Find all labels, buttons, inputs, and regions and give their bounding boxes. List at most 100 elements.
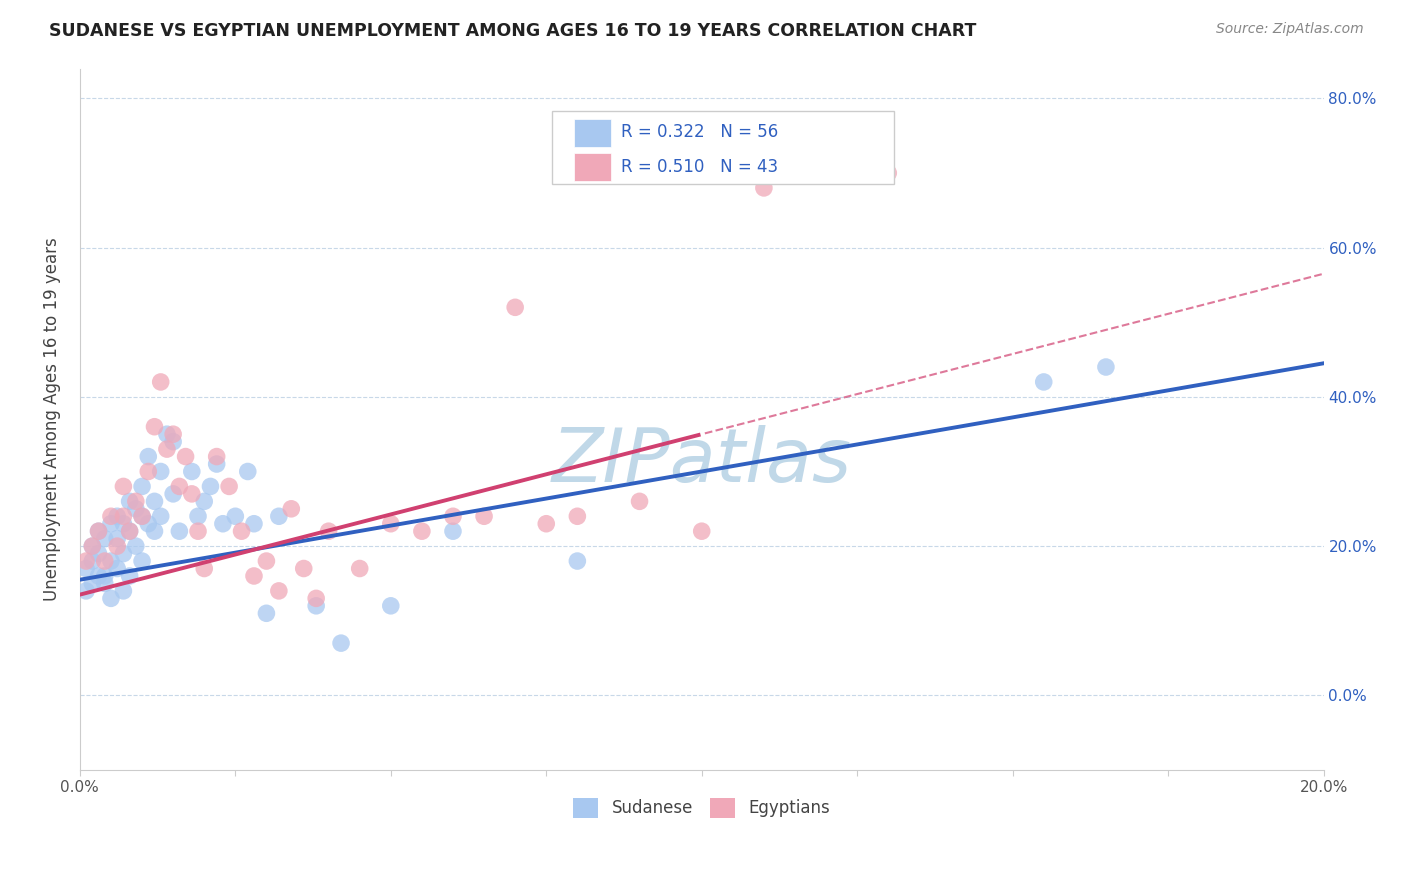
Point	[224, 509, 246, 524]
Point	[143, 524, 166, 539]
Point	[411, 524, 433, 539]
Point	[131, 509, 153, 524]
Point	[105, 532, 128, 546]
Point	[200, 479, 222, 493]
Point	[125, 494, 148, 508]
Point	[472, 509, 495, 524]
Point	[690, 524, 713, 539]
Point	[231, 524, 253, 539]
Y-axis label: Unemployment Among Ages 16 to 19 years: Unemployment Among Ages 16 to 19 years	[44, 237, 60, 601]
Point	[305, 591, 328, 606]
Bar	[574, 119, 612, 147]
Point	[441, 524, 464, 539]
Point	[75, 583, 97, 598]
Point	[752, 181, 775, 195]
Point	[380, 516, 402, 531]
Point	[1095, 359, 1118, 374]
Point	[180, 487, 202, 501]
Text: ZIPatlas: ZIPatlas	[551, 425, 852, 498]
Point	[100, 554, 122, 568]
Point	[162, 487, 184, 501]
Point	[136, 516, 159, 531]
Point	[118, 494, 141, 508]
Point	[169, 524, 191, 539]
Point	[243, 516, 266, 531]
Point	[267, 583, 290, 598]
Point	[143, 419, 166, 434]
Point	[93, 532, 115, 546]
Legend: Sudanese, Egyptians: Sudanese, Egyptians	[567, 791, 837, 825]
Point	[205, 457, 228, 471]
Point	[187, 524, 209, 539]
Point	[136, 450, 159, 464]
Point	[87, 547, 110, 561]
Point	[536, 516, 558, 531]
Text: R = 0.322   N = 56: R = 0.322 N = 56	[621, 123, 778, 141]
Point	[125, 501, 148, 516]
Point	[125, 539, 148, 553]
Point	[93, 569, 115, 583]
Point	[131, 509, 153, 524]
Bar	[574, 153, 612, 181]
Point	[143, 494, 166, 508]
Point	[212, 516, 235, 531]
Point	[112, 509, 135, 524]
Point	[93, 576, 115, 591]
Point	[193, 494, 215, 508]
Point	[243, 569, 266, 583]
Point	[349, 561, 371, 575]
Point	[254, 607, 277, 621]
Point	[87, 524, 110, 539]
Point	[75, 554, 97, 568]
Text: Source: ZipAtlas.com: Source: ZipAtlas.com	[1216, 22, 1364, 37]
Point	[118, 524, 141, 539]
Point	[318, 524, 340, 539]
Point	[267, 509, 290, 524]
Point	[131, 479, 153, 493]
Point	[87, 569, 110, 583]
Point	[112, 547, 135, 561]
Point	[112, 583, 135, 598]
Point	[330, 636, 353, 650]
Point	[180, 465, 202, 479]
Point	[187, 509, 209, 524]
Point	[236, 465, 259, 479]
Point	[156, 427, 179, 442]
Point	[93, 554, 115, 568]
Point	[441, 509, 464, 524]
Point	[280, 501, 302, 516]
Point	[503, 301, 526, 315]
Point	[82, 539, 104, 553]
Point	[82, 539, 104, 553]
Point	[112, 516, 135, 531]
Point	[149, 509, 172, 524]
Point	[82, 554, 104, 568]
Point	[131, 554, 153, 568]
Point	[156, 442, 179, 456]
Text: SUDANESE VS EGYPTIAN UNEMPLOYMENT AMONG AGES 16 TO 19 YEARS CORRELATION CHART: SUDANESE VS EGYPTIAN UNEMPLOYMENT AMONG …	[49, 22, 977, 40]
Point	[628, 494, 651, 508]
Point	[254, 554, 277, 568]
Point	[100, 516, 122, 531]
Point	[162, 427, 184, 442]
Point	[105, 539, 128, 553]
Point	[567, 509, 589, 524]
Point	[218, 479, 240, 493]
Point	[292, 561, 315, 575]
Point	[100, 591, 122, 606]
Point	[105, 561, 128, 575]
Point	[380, 599, 402, 613]
Point	[567, 554, 589, 568]
Point	[75, 561, 97, 575]
Point	[82, 576, 104, 591]
Point	[877, 166, 900, 180]
FancyBboxPatch shape	[553, 111, 894, 185]
Point	[105, 509, 128, 524]
Text: R = 0.510   N = 43: R = 0.510 N = 43	[621, 158, 778, 176]
Point	[1032, 375, 1054, 389]
Point	[118, 569, 141, 583]
Point	[162, 434, 184, 449]
Point	[193, 561, 215, 575]
Point	[112, 479, 135, 493]
Point	[174, 450, 197, 464]
